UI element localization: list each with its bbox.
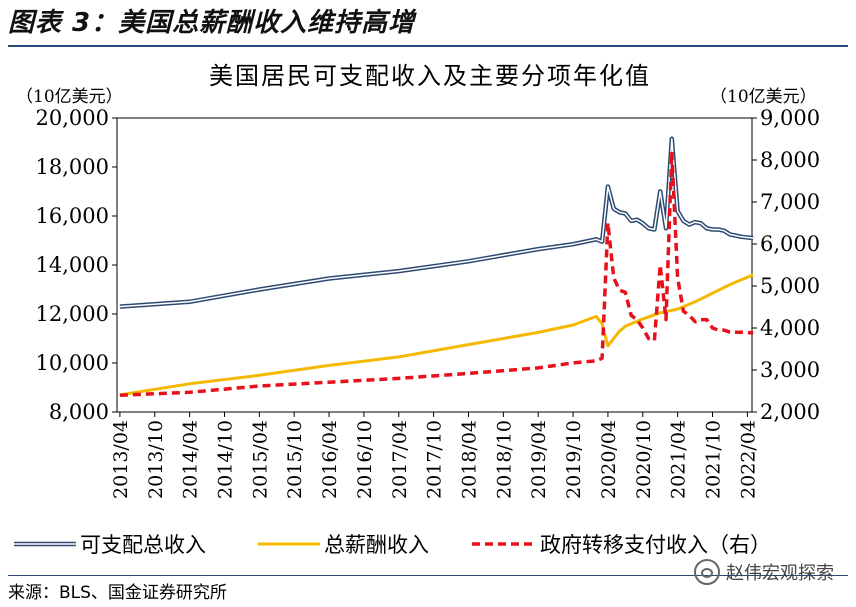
left-tick-label: 18,000 xyxy=(36,155,109,179)
x-tick-label: 2018/10 xyxy=(493,420,515,499)
x-tick-label: 2016/04 xyxy=(319,420,341,499)
x-tick-label: 2019/04 xyxy=(528,420,550,499)
chart-title: 美国居民可支配收入及主要分项年化值 xyxy=(209,62,651,90)
right-tick-label: 8,000 xyxy=(760,148,820,172)
right-tick-label: 7,000 xyxy=(760,190,820,214)
x-tick-label: 2019/10 xyxy=(563,420,585,499)
left-unit-label: （10亿美元） xyxy=(16,87,123,107)
left-tick-label: 16,000 xyxy=(36,204,109,228)
x-tick-label: 2018/04 xyxy=(458,420,480,499)
footer-rule xyxy=(8,575,848,576)
right-tick-label: 6,000 xyxy=(760,232,820,256)
series-line-compensation xyxy=(119,273,754,397)
right-tick-label: 2,000 xyxy=(760,400,820,424)
x-tick-label: 2022/04 xyxy=(737,420,759,499)
left-tick-label: 12,000 xyxy=(36,302,109,326)
chart: 美国居民可支配收入及主要分项年化值 （10亿美元） （10亿美元） 8,000 1… xyxy=(14,62,820,557)
right-tick-label: 3,000 xyxy=(760,358,820,382)
figure-label: 图表 3：美国总薪酬收入维持高增 xyxy=(8,8,416,38)
wechat-icon xyxy=(694,559,720,585)
legend-compensation: 总薪酬收入 xyxy=(324,533,429,557)
right-tick-label: 9,000 xyxy=(760,106,820,130)
left-tick-label: 20,000 xyxy=(36,106,109,130)
right-unit-label: （10亿美元） xyxy=(710,87,817,107)
series-line-transfers xyxy=(119,149,754,397)
left-tick-label: 14,000 xyxy=(36,253,109,277)
source-note: 来源：BLS、国金证券研究所 xyxy=(8,583,227,603)
left-tick-label: 10,000 xyxy=(36,351,109,375)
x-tick-label: 2020/04 xyxy=(598,420,620,499)
title-rule xyxy=(8,45,848,47)
legend-transfers: 政府转移支付收入（右） xyxy=(540,533,771,557)
x-tick-label: 2013/10 xyxy=(145,420,167,499)
x-tick-label: 2014/10 xyxy=(214,420,236,499)
x-tick-label: 2013/04 xyxy=(110,420,132,499)
x-tick-label: 2021/10 xyxy=(702,420,724,499)
x-tick-label: 2015/10 xyxy=(284,420,306,499)
x-tick-label: 2021/04 xyxy=(668,420,690,499)
series-line-disposable-income-inner xyxy=(119,138,754,308)
right-tick-label: 5,000 xyxy=(760,274,820,298)
right-tick-label: 4,000 xyxy=(760,316,820,340)
x-tick-label: 2017/10 xyxy=(424,420,446,499)
x-tick-label: 2014/04 xyxy=(180,420,202,499)
x-tick-label: 2015/04 xyxy=(249,420,271,499)
watermark: 赵伟宏观探索 xyxy=(694,559,834,585)
x-tick-label: 2016/10 xyxy=(354,420,376,499)
x-tick-label: 2020/10 xyxy=(633,420,655,499)
x-tick-label: 2017/04 xyxy=(389,420,411,499)
legend-disposable-income: 可支配总收入 xyxy=(80,533,206,557)
left-tick-label: 8,000 xyxy=(49,400,109,424)
watermark-text: 赵伟宏观探索 xyxy=(726,563,834,584)
